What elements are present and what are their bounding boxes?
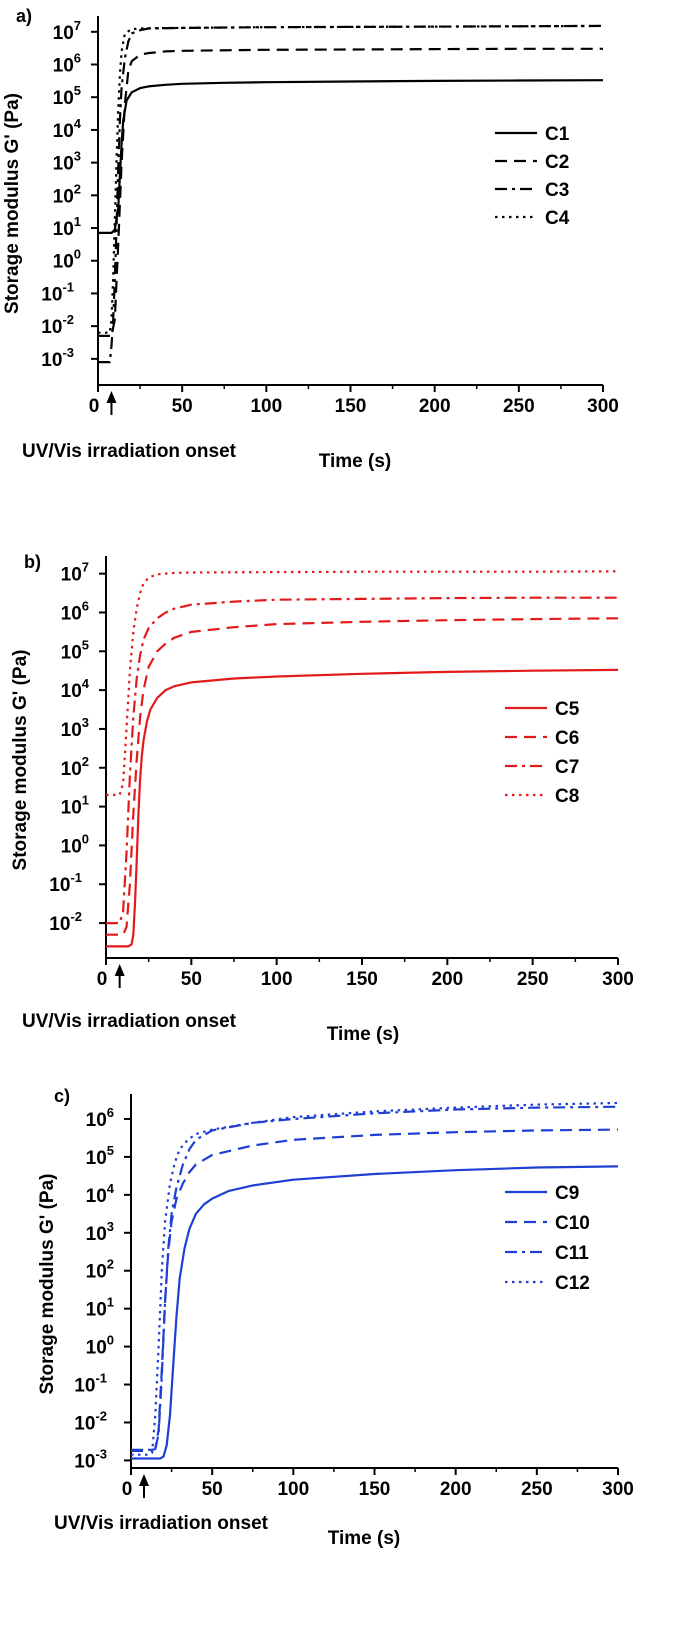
x-tick-label: 150 — [346, 969, 378, 990]
y-tick-label: 10-1 — [41, 279, 74, 305]
y-tick-label: 106 — [61, 598, 89, 624]
y-axis-title: Storage modulus G' (Pa) — [2, 93, 23, 314]
x-tick-label: 200 — [419, 396, 451, 417]
series-line-c10 — [131, 1128, 619, 1452]
y-tick-label: 103 — [61, 715, 89, 741]
y-tick-label: 104 — [61, 676, 90, 702]
y-tick-label: 102 — [61, 754, 89, 780]
y-tick-label: 10-3 — [41, 345, 74, 371]
chart-panel-b: b) 0 50 100 150 200 250 300 10-2 10-1 100 101 102 103… — [0, 540, 681, 1060]
y-tick-label: 100 — [61, 831, 89, 857]
y-tick-label: 106 — [53, 51, 81, 77]
series-line-c6 — [106, 617, 619, 936]
legend-label-c10: C10 — [555, 1213, 590, 1234]
onset-label: UV/Vis irradiation onset — [22, 441, 237, 462]
legend-label-c2: C2 — [545, 152, 569, 173]
y-tick-label: 101 — [61, 793, 89, 819]
x-tick-label: 50 — [202, 1479, 223, 1500]
y-tick-label: 102 — [86, 1257, 114, 1283]
y-tick-label: 10-3 — [74, 1446, 107, 1472]
panel-label: c) — [54, 1086, 70, 1106]
x-axis-title: Time (s) — [327, 1024, 400, 1045]
y-tick-label: 105 — [53, 83, 81, 109]
legend-label-c1: C1 — [545, 124, 570, 145]
legend-label-c3: C3 — [545, 180, 569, 201]
y-tick-label: 100 — [86, 1333, 114, 1359]
x-tick-label: 300 — [602, 1479, 634, 1500]
x-tick-label: 250 — [503, 396, 535, 417]
storage-modulus-chart-b: b) 0 50 100 150 200 250 300 10-2 10-1 100 101 102 103… — [10, 552, 634, 1045]
y-tick-label: 100 — [53, 247, 81, 273]
legend-label-c8: C8 — [555, 786, 579, 807]
panel-label: a) — [16, 6, 32, 26]
y-axis-title: Storage modulus G' (Pa) — [10, 650, 31, 871]
legend-label-c7: C7 — [555, 757, 579, 778]
x-tick-label: 50 — [181, 969, 202, 990]
y-tick-label: 10-1 — [49, 870, 82, 896]
y-axis-title: Storage modulus G' (Pa) — [37, 1174, 58, 1395]
y-tick-label: 105 — [86, 1143, 114, 1169]
series-line-c8 — [106, 570, 619, 796]
y-tick-label: 10-2 — [41, 312, 74, 338]
x-tick-label: 200 — [440, 1479, 472, 1500]
x-tick-label: 250 — [521, 1479, 553, 1500]
x-tick-label: 250 — [517, 969, 549, 990]
series-line-c9 — [131, 1165, 619, 1460]
legend-label-c4: C4 — [545, 208, 570, 229]
y-tick-label: 101 — [86, 1295, 114, 1321]
legend-label-c11: C11 — [555, 1243, 589, 1264]
legend-label-c5: C5 — [555, 699, 580, 720]
series-line-c11 — [131, 1105, 619, 1451]
y-tick-label: 106 — [86, 1105, 114, 1131]
legend-label-c12: C12 — [555, 1273, 590, 1294]
x-tick-label: 150 — [335, 396, 367, 417]
series-line-c2 — [98, 47, 603, 337]
legend-label-c6: C6 — [555, 728, 579, 749]
x-axis-title: Time (s) — [328, 1528, 401, 1549]
onset-arrow-head — [106, 391, 117, 403]
x-tick-label: 300 — [587, 396, 619, 417]
y-tick-label: 10-1 — [74, 1371, 107, 1397]
x-tick-label: 0 — [89, 396, 100, 417]
x-tick-label: 300 — [602, 969, 634, 990]
x-axis-title: Time (s) — [319, 451, 392, 472]
y-tick-label: 107 — [61, 560, 89, 586]
chart-panel-a: a) 0 50 100 150 200 250 300 10-3 10-2 10-1 100 101 10… — [0, 0, 681, 520]
series-line-c1 — [98, 79, 604, 234]
onset-label: UV/Vis irradiation onset — [54, 1513, 269, 1534]
series-line-c3 — [98, 24, 604, 364]
x-tick-label: 100 — [250, 396, 282, 417]
legend-label-c9: C9 — [555, 1183, 579, 1204]
y-tick-label: 105 — [61, 637, 89, 663]
x-tick-label: 50 — [172, 396, 193, 417]
x-tick-label: 150 — [359, 1479, 391, 1500]
y-tick-label: 101 — [53, 214, 81, 240]
x-tick-label: 0 — [97, 969, 108, 990]
y-tick-label: 10-2 — [74, 1408, 107, 1434]
chart-panel-c: c) 0 50 100 150 200 250 300 10-3 10-2 10-1 100 101 10… — [0, 1080, 681, 1640]
y-tick-label: 107 — [53, 18, 81, 44]
y-tick-label: 102 — [53, 181, 81, 207]
series-line-c5 — [106, 668, 619, 948]
series-line-c4 — [98, 24, 604, 334]
y-tick-label: 10-2 — [49, 909, 82, 935]
x-tick-label: 100 — [261, 969, 293, 990]
series-line-c7 — [106, 596, 618, 925]
onset-label: UV/Vis irradiation onset — [22, 1011, 237, 1032]
x-tick-label: 0 — [122, 1479, 133, 1500]
x-tick-label: 200 — [431, 969, 463, 990]
series-line-c12 — [131, 1101, 619, 1456]
x-tick-label: 100 — [277, 1479, 309, 1500]
onset-arrow-head — [114, 964, 125, 976]
y-tick-label: 104 — [53, 116, 82, 142]
storage-modulus-chart-c: c) 0 50 100 150 200 250 300 10-3 10-2 10-1 100 101 10… — [37, 1086, 634, 1549]
y-tick-label: 104 — [86, 1181, 115, 1207]
y-tick-label: 103 — [53, 149, 81, 175]
storage-modulus-chart-a: a) 0 50 100 150 200 250 300 10-3 10-2 10-1 100 101 10… — [2, 6, 619, 472]
y-tick-label: 103 — [86, 1219, 114, 1245]
panel-label: b) — [24, 552, 41, 572]
onset-arrow-head — [138, 1474, 149, 1486]
